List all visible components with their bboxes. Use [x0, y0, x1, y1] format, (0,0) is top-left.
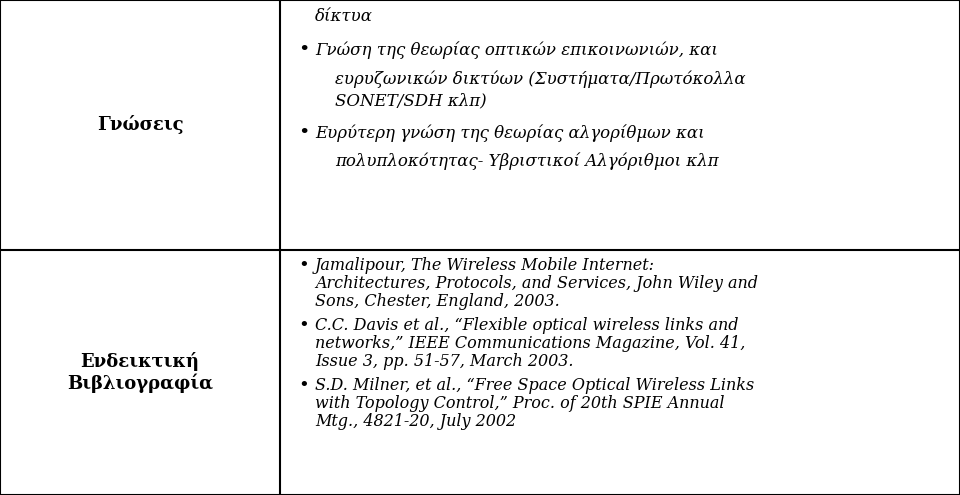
Text: πολυπλοκότητας- Υβριστικοί Αλγόριθμοι κλπ: πολυπλοκότητας- Υβριστικοί Αλγόριθμοι κλ…	[335, 152, 719, 170]
Text: •: •	[298, 124, 309, 142]
Text: Mtg., 4821-20, July 2002: Mtg., 4821-20, July 2002	[315, 413, 516, 430]
Text: Ευρύτερη γνώση της θεωρίας αλγορίθμων και: Ευρύτερη γνώση της θεωρίας αλγορίθμων κα…	[315, 124, 705, 142]
Text: C.C. Davis et al., “Flexible optical wireless links and: C.C. Davis et al., “Flexible optical wir…	[315, 317, 738, 334]
Text: •: •	[298, 41, 309, 59]
Text: •: •	[298, 257, 309, 275]
Text: with Topology Control,” Proc. of 20th SPIE Annual: with Topology Control,” Proc. of 20th SP…	[315, 395, 725, 412]
Text: δίκτυα: δίκτυα	[315, 8, 373, 26]
Text: Issue 3, pp. 51-57, March 2003.: Issue 3, pp. 51-57, March 2003.	[315, 353, 573, 370]
Text: Γνώσεις: Γνώσεις	[97, 115, 183, 135]
Text: Architectures, Protocols, and Services, John Wiley and: Architectures, Protocols, and Services, …	[315, 275, 758, 292]
Text: Ενδεικτική
Βιβλιογραφία: Ενδεικτική Βιβλιογραφία	[67, 352, 213, 394]
Text: Sons, Chester, England, 2003.: Sons, Chester, England, 2003.	[315, 293, 560, 310]
Text: ευρυζωνικών δικτύων (Συστήματα/Πρωτόκολλα: ευρυζωνικών δικτύων (Συστήματα/Πρωτόκολλ…	[335, 70, 746, 88]
Text: SONET/SDH κλπ): SONET/SDH κλπ)	[335, 93, 487, 109]
Text: Γνώση της θεωρίας οπτικών επικοινωνιών, και: Γνώση της θεωρίας οπτικών επικοινωνιών, …	[315, 41, 718, 59]
Text: •: •	[298, 317, 309, 335]
Text: Jamalipour, The Wireless Mobile Internet:: Jamalipour, The Wireless Mobile Internet…	[315, 257, 655, 274]
Text: S.D. Milner, et al., “Free Space Optical Wireless Links: S.D. Milner, et al., “Free Space Optical…	[315, 377, 755, 394]
Text: •: •	[298, 377, 309, 395]
Text: networks,” IEEE Communications Magazine, Vol. 41,: networks,” IEEE Communications Magazine,…	[315, 335, 745, 352]
